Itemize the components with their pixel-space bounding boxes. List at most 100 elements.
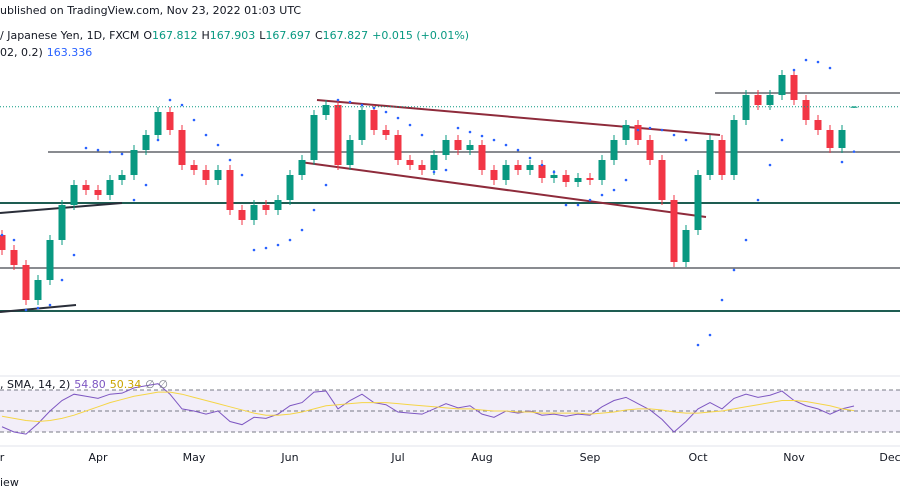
candle-body [238, 210, 246, 220]
candle-body [394, 135, 402, 160]
psar-dot [732, 268, 736, 272]
psar-dot [780, 138, 784, 142]
candle-body [118, 175, 126, 180]
psar-dot [816, 60, 820, 64]
candle-body [550, 175, 558, 178]
candle-body [214, 170, 222, 180]
candle-body [82, 185, 90, 190]
rsi-label: , SMA, 14, 2) [0, 378, 71, 391]
candle-body [10, 250, 18, 265]
psar-dot [108, 150, 112, 154]
psar-label: 02, 0.2) [0, 46, 43, 59]
candle-body [526, 165, 534, 170]
candle-body [730, 120, 738, 175]
psar-dot [696, 343, 700, 347]
psar-dot [660, 128, 664, 132]
candle-body [478, 145, 486, 170]
ohlc-label: H [201, 29, 210, 42]
x-tick-label: Sep [580, 451, 601, 464]
candle-body [742, 95, 750, 120]
ohlc-label: O [143, 29, 153, 42]
footer: iew [0, 476, 23, 489]
psar-dot [228, 158, 232, 162]
psar-dot [588, 198, 592, 202]
psar-dot [468, 130, 472, 134]
candle-body [298, 160, 306, 175]
candle-body [706, 140, 714, 175]
psar-dot [132, 198, 136, 202]
change: +0.015 (+0.01%) [372, 29, 470, 42]
psar-dot [852, 150, 856, 153]
x-tick-label: Nov [783, 451, 805, 464]
psar-dot [420, 133, 424, 137]
psar-dot [552, 170, 556, 174]
candle-body [178, 130, 186, 165]
candle-body [106, 180, 114, 195]
psar-dot [72, 253, 76, 257]
candle-body [586, 178, 594, 180]
candle-body [598, 160, 606, 180]
candle-body [514, 165, 522, 170]
psar-dot [840, 160, 844, 164]
candle-body [0, 235, 6, 250]
rsi-extra: ∅ ∅ [145, 378, 168, 391]
symbol: / Japanese Yen, 1D, FXCM [0, 29, 140, 42]
candle-body [562, 175, 570, 182]
candle-body [382, 130, 390, 135]
candle-body [490, 170, 498, 180]
psar-dot [516, 148, 520, 152]
candle-body [850, 106, 858, 108]
candle-body [322, 105, 330, 115]
psar-dot [756, 198, 760, 202]
candle-body [310, 115, 318, 160]
psar-dot [492, 138, 496, 142]
rsi-line [1, 383, 855, 435]
psar-dot [792, 68, 796, 72]
psar-dot [12, 238, 16, 242]
candle-body [466, 145, 474, 150]
psar-dot [360, 103, 364, 107]
psar-dot [708, 333, 712, 337]
psar-dot [312, 208, 316, 212]
candle-body [790, 75, 798, 100]
ohlc-label: L [259, 29, 266, 42]
rsi-legend: , SMA, 14, 2) 54.80 50.34 ∅ ∅ [0, 378, 172, 391]
x-tick-label: Aug [471, 451, 492, 464]
ohlc-value: 167.827 [322, 29, 369, 42]
footer-text: iew [0, 476, 19, 489]
x-tick-label: Apr [88, 451, 108, 464]
candle-body [370, 110, 378, 130]
psar-dot [168, 98, 172, 102]
psar-dot [384, 110, 388, 114]
candle-body [70, 185, 78, 205]
candle-body [166, 112, 174, 130]
published-text: ublished on TradingView.com, Nov 23, 202… [0, 4, 302, 17]
psar-dot [768, 163, 772, 167]
psar-dot [192, 118, 196, 122]
psar-dot [240, 173, 244, 177]
candle-body [22, 265, 30, 300]
candle-body [826, 130, 834, 148]
psar-dot [432, 170, 436, 174]
psar-dot [744, 238, 748, 242]
candle-body [418, 165, 426, 170]
candle-body [250, 205, 258, 220]
psar-dot [684, 138, 688, 142]
candle-body [406, 160, 414, 165]
x-tick-label: r [0, 451, 5, 464]
candle-body [658, 160, 666, 200]
psar-dot [672, 133, 676, 137]
candle-body [694, 175, 702, 230]
x-tick-label: Dec [879, 451, 900, 464]
x-tick-label: May [183, 451, 206, 464]
psar-dot [396, 116, 400, 120]
ohlc-value: 167.903 [209, 29, 256, 42]
x-tick-label: Jun [280, 451, 298, 464]
psar-dot [612, 188, 616, 192]
candle-body [454, 140, 462, 150]
candle-body [754, 95, 762, 105]
psar-dot [216, 143, 220, 147]
candle-body [538, 165, 546, 178]
